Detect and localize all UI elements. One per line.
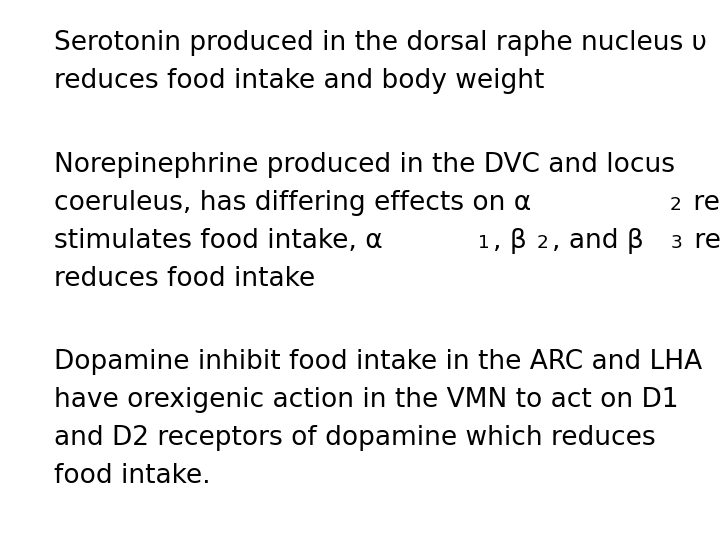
Text: Norepinephrine produced in the DVC and locus: Norepinephrine produced in the DVC and l… bbox=[54, 152, 675, 178]
Text: food intake.: food intake. bbox=[54, 463, 211, 489]
Text: have orexigenic action in the VMN to act on D1: have orexigenic action in the VMN to act… bbox=[54, 387, 678, 413]
Text: and D2 receptors of dopamine which reduces: and D2 receptors of dopamine which reduc… bbox=[54, 425, 656, 451]
Text: receptors: receptors bbox=[685, 190, 720, 215]
Text: coeruleus, has differing effects on α: coeruleus, has differing effects on α bbox=[54, 190, 531, 215]
Text: 2: 2 bbox=[670, 197, 682, 214]
Text: , β: , β bbox=[493, 227, 527, 254]
Text: 3: 3 bbox=[670, 234, 683, 252]
Text: Serotonin produced in the dorsal raphe nucleus υ: Serotonin produced in the dorsal raphe n… bbox=[54, 30, 707, 56]
Text: 1: 1 bbox=[478, 234, 490, 252]
Text: 2: 2 bbox=[537, 234, 549, 252]
Text: receptors: receptors bbox=[685, 227, 720, 254]
Text: reduces food intake: reduces food intake bbox=[54, 266, 315, 292]
Text: reduces food intake and body weight: reduces food intake and body weight bbox=[54, 68, 544, 94]
Text: , and β: , and β bbox=[552, 227, 644, 254]
Text: stimulates food intake, α: stimulates food intake, α bbox=[54, 227, 383, 254]
Text: Dopamine inhibit food intake in the ARC and LHA: Dopamine inhibit food intake in the ARC … bbox=[54, 349, 702, 375]
